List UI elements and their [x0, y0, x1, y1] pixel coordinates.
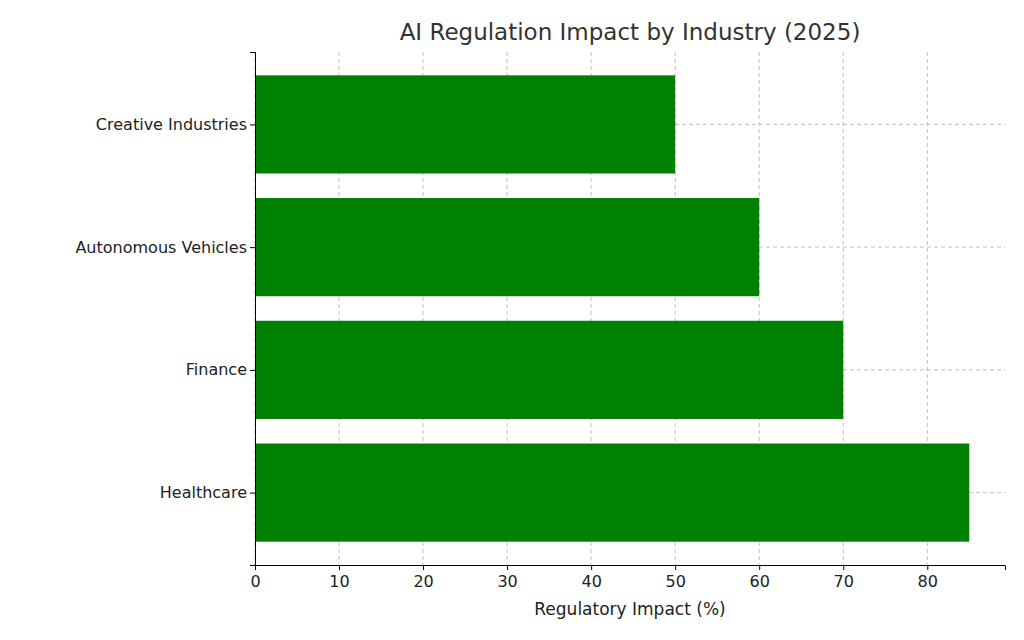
y-axis-line	[250, 53, 256, 566]
x-tick-label: 70	[834, 572, 854, 591]
x-tick-label: 50	[665, 572, 685, 591]
x-tick-mark	[507, 565, 508, 570]
y-tick-label: Autonomous Vehicles	[75, 238, 247, 257]
x-tick-mark	[843, 565, 844, 570]
x-tick: 60	[750, 565, 770, 591]
x-tick-mark	[591, 565, 592, 570]
x-tick: 20	[413, 565, 433, 591]
y-tick-mark	[250, 370, 255, 371]
x-tick: 40	[581, 565, 601, 591]
y-tick-label: Finance	[186, 360, 247, 379]
y-tick-mark	[250, 247, 255, 248]
x-tick-mark	[759, 565, 760, 570]
y-tick-mark	[250, 493, 255, 494]
bar	[255, 444, 969, 542]
x-tick: 30	[497, 565, 517, 591]
y-tick: Finance	[186, 360, 255, 379]
x-tick: 10	[329, 565, 349, 591]
grid	[255, 52, 1005, 565]
x-axis-line	[256, 566, 1006, 571]
x-tick-mark	[423, 565, 424, 570]
y-tick: Autonomous Vehicles	[75, 238, 255, 257]
x-tick-mark	[927, 565, 928, 570]
bars	[255, 75, 969, 541]
chart: 0 10 20 30 40 50 60 70 80 Healthcare Finance Autono…	[0, 0, 1024, 640]
x-tick: 0	[250, 565, 260, 591]
x-tick-mark	[675, 565, 676, 570]
x-tick: 70	[834, 565, 854, 591]
y-axis: Healthcare Finance Autonomous Vehicles Crea…	[75, 53, 255, 566]
x-axis: 0 10 20 30 40 50 60 70 80	[250, 565, 1005, 591]
x-tick-label: 0	[250, 572, 260, 591]
x-axis-title: Regulatory Impact (%)	[534, 599, 725, 619]
x-tick-label: 60	[750, 572, 770, 591]
x-tick-mark	[339, 565, 340, 570]
y-tick: Creative Industries	[96, 115, 255, 134]
x-tick-label: 10	[329, 572, 349, 591]
title: AI Regulation Impact by Industry (2025)	[400, 19, 861, 45]
x-tick-label: 20	[413, 572, 433, 591]
bar	[255, 75, 675, 173]
y-tick-label: Healthcare	[160, 483, 247, 502]
x-tick: 50	[665, 565, 685, 591]
y-tick-label: Creative Industries	[96, 115, 247, 134]
x-tick-label: 80	[918, 572, 938, 591]
x-tick-label: 30	[497, 572, 517, 591]
bar	[255, 198, 759, 296]
x-tick-label: 40	[581, 572, 601, 591]
y-tick: Healthcare	[160, 483, 255, 502]
bar	[255, 321, 843, 419]
y-tick-mark	[250, 124, 255, 125]
x-tick: 80	[918, 565, 938, 591]
